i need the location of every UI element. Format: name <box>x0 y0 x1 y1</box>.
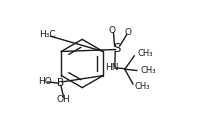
Text: S: S <box>113 42 121 55</box>
Text: CH₃: CH₃ <box>140 66 156 75</box>
Text: HN: HN <box>105 63 119 72</box>
Text: H₃C: H₃C <box>39 30 56 39</box>
Text: B: B <box>57 78 64 88</box>
Text: CH₃: CH₃ <box>137 50 153 58</box>
Text: OH: OH <box>57 95 71 104</box>
Text: O: O <box>109 26 116 35</box>
Text: HO: HO <box>38 77 52 86</box>
Text: CH₃: CH₃ <box>135 82 150 91</box>
Text: O: O <box>124 28 131 37</box>
